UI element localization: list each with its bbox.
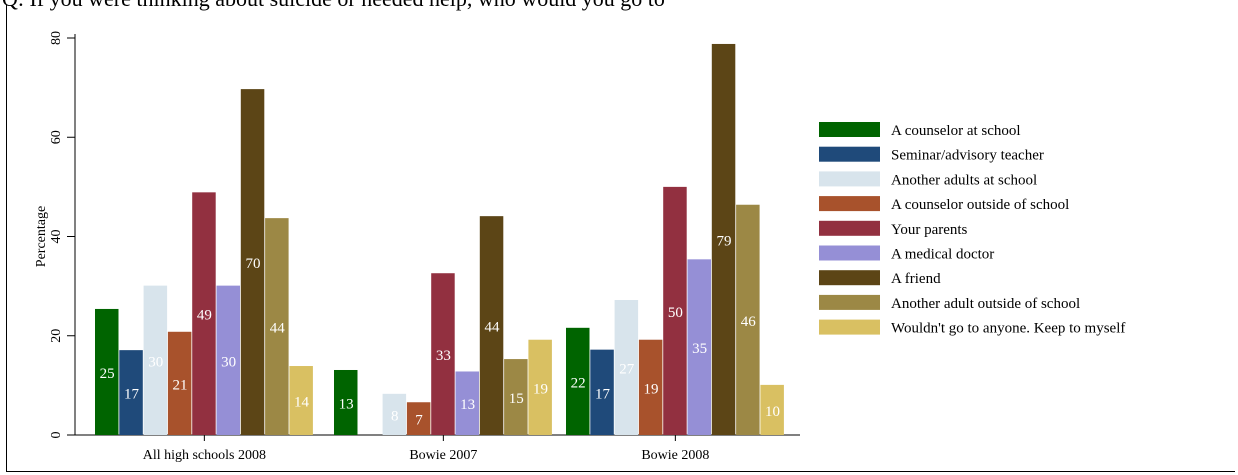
bar [167,331,192,435]
bar-value-label: 30 [148,354,163,370]
legend-swatch [819,319,880,335]
legend-label: A counselor at school [891,123,1021,139]
bar [687,259,711,435]
x-tick-label: All high schools 2008 [143,448,266,463]
legend-label: A friend [891,271,941,287]
legend-swatch [819,245,880,261]
bar-value-label: 15 [509,391,524,407]
legend-swatch [819,220,880,236]
bar [590,349,614,435]
bar [265,218,289,435]
bar-value-label: 17 [595,386,611,402]
legend-label: Another adult outside of school [891,296,1080,312]
bar-value-label: 22 [571,375,586,391]
bar-value-label: 79 [716,233,731,249]
bar-value-label: 10 [765,404,780,420]
bar [382,393,407,435]
bar [334,369,358,435]
bar [504,359,528,435]
bar [455,371,479,435]
bar [566,327,590,435]
bar-value-label: 50 [668,305,683,321]
bar [479,216,504,435]
bar [119,350,143,435]
legend-swatch [819,196,880,212]
bar-value-label: 8 [391,408,399,424]
bar-value-label: 14 [294,395,310,411]
bar-value-label: 13 [339,396,354,412]
y-tick-label: 0 [49,432,64,439]
bar-value-label: 7 [415,413,423,429]
bar-value-label: 35 [692,341,707,357]
bar-value-label: 25 [100,366,115,382]
legend-swatch [819,146,880,162]
bar-value-label: 46 [741,314,757,330]
bar-value-label: 27 [619,362,635,378]
bar [95,308,119,435]
legend-swatch [819,171,880,187]
bar-value-label: 19 [533,381,548,397]
y-tick-label: 60 [49,130,64,144]
bar [663,186,687,435]
bar-value-label: 17 [124,387,140,403]
bar [216,285,240,435]
bar-value-label: 44 [484,320,500,336]
legend-label: Your parents [891,222,968,238]
legend-label: Another adults at school [891,172,1037,188]
page-title: Q: If you were thinking about suicide or… [2,0,665,12]
legend-swatch [819,122,880,137]
bar [289,366,313,435]
bar [614,300,639,435]
bar [192,192,216,435]
bar [711,43,736,436]
legend-label: A counselor outside of school [891,197,1069,213]
legend-label: Seminar/advisory teacher [891,148,1044,164]
bar-value-label: 30 [221,354,236,370]
x-tick-label: Bowie 2007 [409,448,477,463]
bar-value-label: 21 [173,377,188,393]
y-tick-label: 20 [49,329,64,343]
legend-label: A medical doctor [891,247,994,263]
legend-swatch [819,270,880,286]
bar [143,285,168,435]
bar-value-label: 44 [270,321,286,337]
bar-value-label: 19 [644,381,659,397]
bar-value-label: 70 [245,256,260,272]
x-tick-label: Bowie 2008 [641,448,709,463]
bar [406,402,431,435]
y-axis-label: Percentage [34,206,49,267]
bar-value-label: 33 [436,348,451,364]
bar [638,339,663,435]
legend-swatch [819,294,880,310]
bar [760,384,784,435]
bar [736,204,760,435]
chart-frame [6,5,1235,472]
bar [431,273,455,435]
y-tick-label: 40 [49,230,64,244]
bar [528,339,552,435]
y-tick-label: 80 [49,31,64,45]
bar-value-label: 13 [460,397,475,413]
legend-label: Wouldn't go to anyone. Keep to myself [891,321,1125,337]
bar-value-label: 49 [197,308,212,324]
bar [240,89,265,436]
